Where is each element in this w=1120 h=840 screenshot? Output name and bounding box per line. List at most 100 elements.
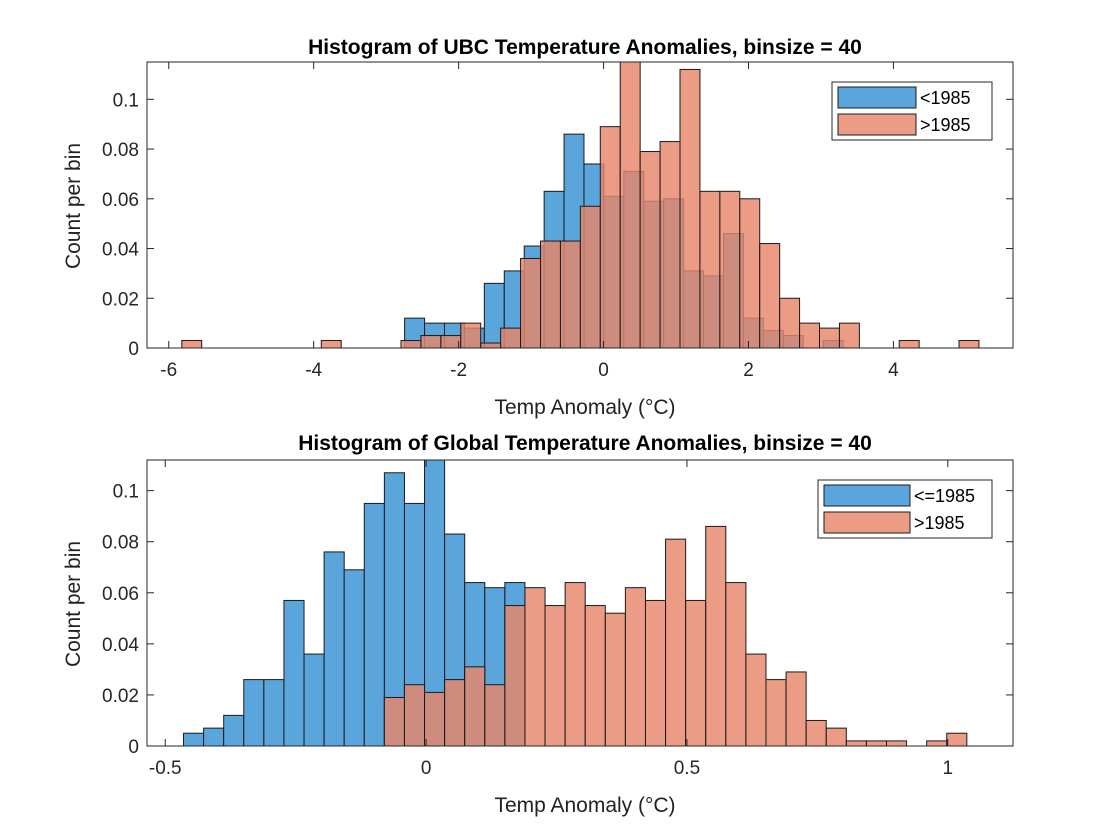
global-legend-label: <=1985 — [914, 486, 975, 506]
global-bar — [745, 653, 767, 747]
ubc-bar — [420, 335, 442, 349]
ubc-x-tick-label: 4 — [888, 360, 899, 381]
ubc-bar — [181, 340, 203, 349]
global-bar — [343, 569, 365, 747]
global-bar — [785, 671, 807, 747]
global-bar — [203, 727, 225, 747]
ubc-series-1 — [181, 61, 980, 349]
global-bar — [243, 679, 265, 747]
global-bar — [464, 666, 486, 747]
ubc-bar — [659, 141, 681, 349]
global-bar — [564, 582, 586, 747]
global-y-tick-label: 0 — [128, 737, 139, 758]
chart-title: Histogram of Global Temperature Anomalie… — [298, 432, 872, 455]
global-bar — [584, 605, 606, 747]
ubc-histogram-panel: Histogram of UBC Temperature Anomalies, … — [62, 36, 1014, 419]
x-axis-label: Temp Anomaly (°C) — [494, 794, 675, 817]
global-bar — [544, 605, 566, 747]
ubc-bar — [579, 205, 601, 349]
ubc-bar — [440, 335, 462, 349]
global-bar — [183, 732, 205, 747]
global-bar — [444, 679, 466, 747]
ubc-legend-label: <1985 — [920, 88, 971, 108]
ubc-y-tick-label: 0 — [128, 339, 139, 360]
ubc-y-tick-label: 0.04 — [102, 240, 139, 261]
ubc-y-tick-label: 0.1 — [113, 90, 139, 111]
ubc-bar — [520, 257, 542, 349]
ubc-x-tick-label: 2 — [743, 360, 754, 381]
global-legend: <=1985 >1985 — [817, 479, 993, 539]
y-axis-label: Count per bin — [62, 541, 85, 667]
global-x-tick-label: 1 — [943, 758, 954, 779]
y-axis-label: Count per bin — [62, 143, 85, 269]
global-bar — [403, 684, 426, 747]
ubc-bar — [639, 151, 661, 349]
global-bar — [805, 719, 827, 747]
global-bar — [926, 740, 948, 747]
ubc-bar — [540, 240, 561, 349]
global-bar — [484, 684, 506, 747]
global-axes-frame — [146, 459, 1014, 747]
ubc-bar — [819, 327, 840, 349]
ubc-bar — [838, 322, 860, 349]
global-bar — [363, 502, 385, 747]
global-x-tick-label: 0 — [421, 758, 432, 779]
global-histogram-panel: Histogram of Global Temperature Anomalie… — [62, 432, 1014, 817]
global-bar — [685, 599, 707, 747]
global-bar — [845, 740, 867, 747]
ubc-x-tick-label: -2 — [450, 360, 467, 381]
global-bar — [725, 582, 747, 747]
ubc-x-tick-label: -4 — [305, 360, 322, 381]
global-bar — [504, 605, 526, 747]
global-bar — [705, 525, 727, 747]
global-legend-label: >1985 — [914, 513, 965, 533]
ubc-bar — [719, 190, 741, 349]
global-y-tick-label: 0.06 — [102, 584, 139, 605]
ubc-y-tick-label: 0.02 — [102, 289, 139, 310]
global-y-tick-label: 0.1 — [113, 482, 139, 503]
ubc-bar — [400, 340, 422, 349]
ubc-bar — [500, 327, 522, 349]
global-bar — [283, 599, 305, 747]
ubc-bar — [679, 68, 701, 349]
ubc-y-tick-label: 0.06 — [102, 190, 139, 211]
global-x-tick-label: -0.5 — [149, 758, 182, 779]
global-bar — [604, 612, 626, 747]
global-y-tick-label: 0.04 — [102, 635, 139, 656]
global-bar — [825, 727, 847, 747]
global-bar — [865, 740, 887, 747]
global-bar — [524, 587, 546, 747]
global-bar — [644, 599, 667, 747]
global-bar — [263, 679, 285, 747]
global-bar — [223, 714, 245, 747]
ubc-y-tick-label: 0.08 — [102, 140, 139, 161]
ubc-legend-swatch — [837, 113, 917, 136]
global-bar — [946, 732, 968, 747]
global-bar — [424, 691, 446, 747]
global-legend-swatch — [823, 484, 911, 507]
ubc-bar — [759, 243, 781, 349]
global-bar — [624, 587, 646, 747]
x-axis-label: Temp Anomaly (°C) — [494, 396, 675, 419]
global-bar — [665, 538, 687, 747]
global-y-tick-label: 0.02 — [102, 686, 139, 707]
ubc-bar — [320, 340, 342, 349]
global-y-tick-label: 0.08 — [102, 533, 139, 554]
ubc-bar — [739, 198, 761, 349]
global-legend-swatch — [823, 511, 911, 534]
global-bar — [383, 696, 405, 747]
global-bar — [765, 679, 787, 747]
ubc-bar — [559, 240, 581, 349]
ubc-axes-frame — [146, 61, 1014, 349]
ubc-legend-label: >1985 — [920, 115, 971, 135]
ubc-x-tick-label: -6 — [160, 360, 177, 381]
global-series-1 — [383, 525, 968, 747]
ubc-bar — [699, 190, 721, 349]
ubc-x-tick-label: 0 — [598, 360, 609, 381]
global-bar — [303, 653, 325, 747]
chart-title: Histogram of UBC Temperature Anomalies, … — [308, 36, 862, 59]
ubc-bar — [799, 322, 821, 349]
ubc-legend: <1985 >1985 — [831, 81, 993, 141]
ubc-bar — [460, 322, 482, 349]
global-x-tick-label: 0.5 — [674, 758, 700, 779]
